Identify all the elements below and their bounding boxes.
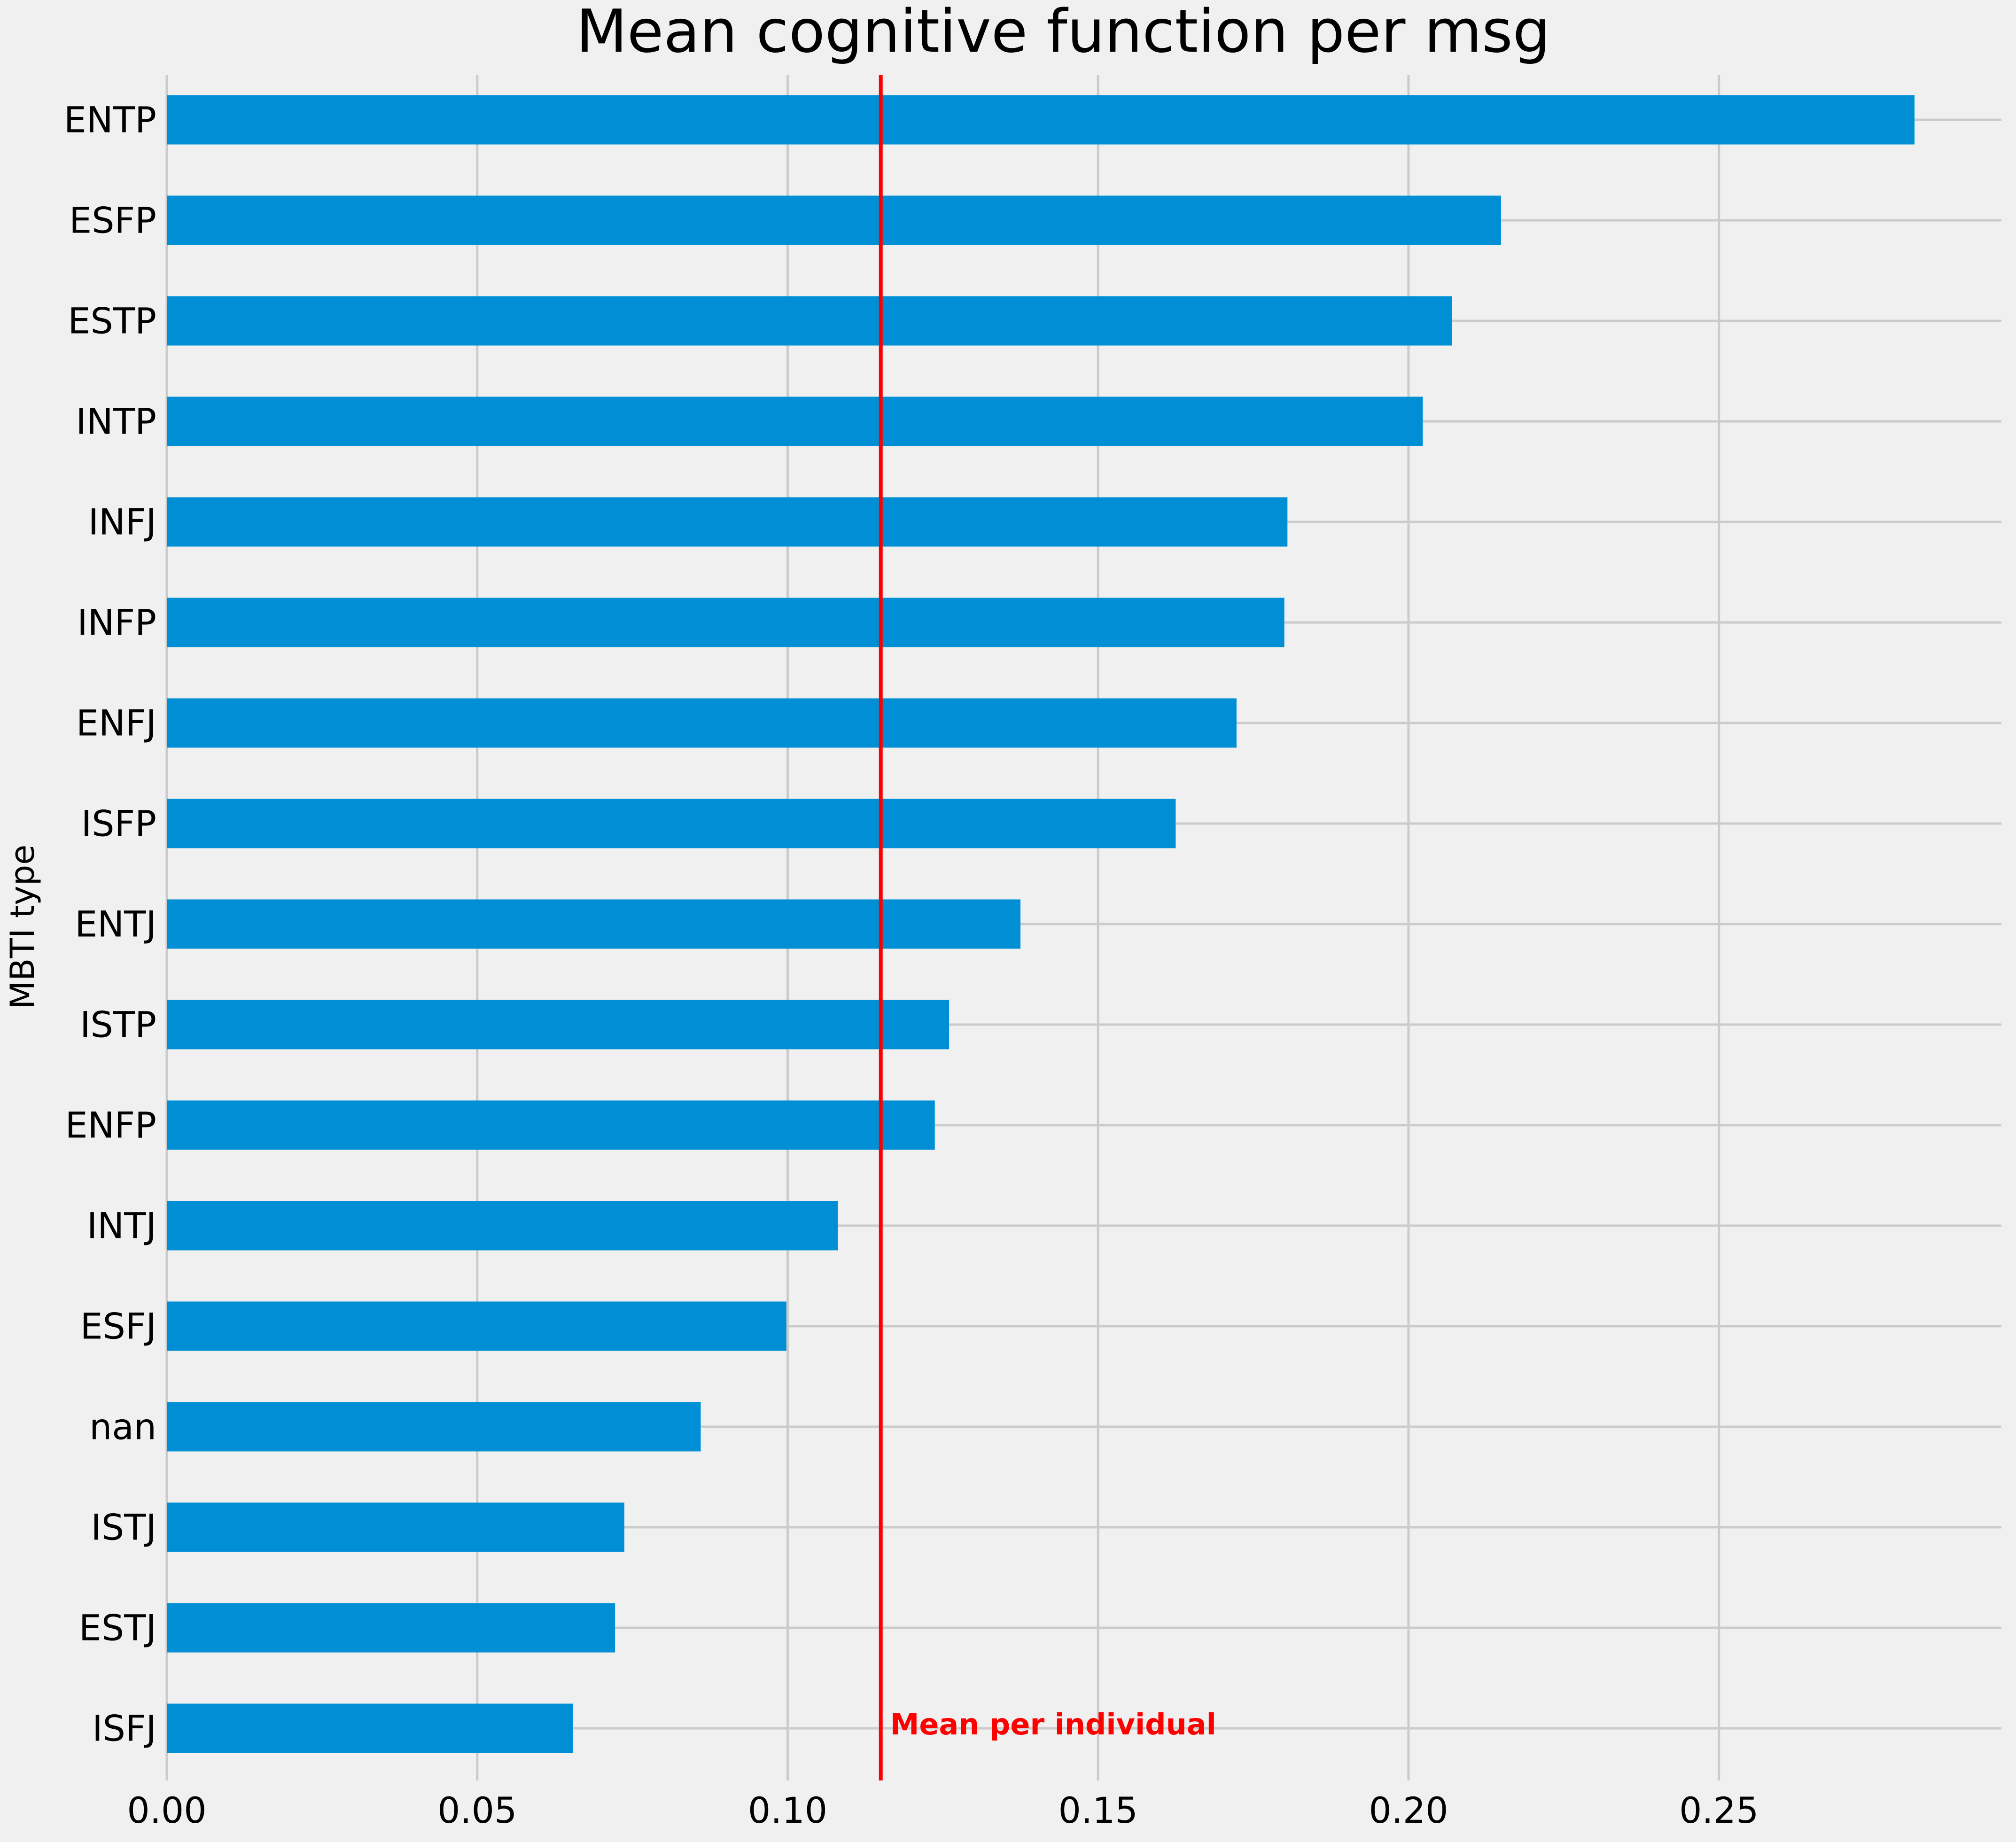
y-tick-labels: ENTP ESFP ESTP INTP INFJ INFP ENFJ ISFP ENTJ ISTP… (64, 99, 156, 1749)
x-tick-labels: 0.00 0.05 0.10 0.15 0.20 0.25 (127, 1789, 1759, 1831)
bar-estp (167, 296, 1452, 346)
y-tick-label: ESFP (69, 200, 156, 241)
y-tick-label: ISTJ (91, 1507, 157, 1548)
x-tick-label: 0.05 (437, 1789, 517, 1831)
bar-infj (167, 497, 1288, 547)
y-tick-label: nan (89, 1406, 156, 1448)
y-tick-label: ENTJ (75, 903, 156, 945)
bar-esfj (167, 1301, 786, 1351)
bar-istp (167, 1000, 950, 1049)
y-axis-label: MBTI type (3, 845, 42, 1009)
chart-title: Mean cognitive function per msg (576, 0, 1550, 66)
bar-entj (167, 899, 1021, 949)
bar-estj (167, 1603, 615, 1653)
bar-intj (167, 1201, 838, 1251)
bar-nan (167, 1402, 701, 1452)
x-tick-label: 0.15 (1059, 1789, 1138, 1831)
y-tick-label: ISTP (80, 1004, 156, 1046)
y-tick-label: ESFJ (80, 1306, 156, 1347)
y-tick-label: ISFP (81, 803, 156, 845)
y-tick-label: ESTJ (79, 1607, 156, 1649)
bars (167, 95, 1915, 1753)
reference-line-label: Mean per individual (890, 1707, 1216, 1741)
x-tick-label: 0.10 (748, 1789, 827, 1831)
bar-enfp (167, 1100, 935, 1150)
bar-entp (167, 95, 1915, 145)
y-tick-label: INFJ (88, 501, 156, 543)
y-tick-label: INFP (77, 602, 156, 644)
y-tick-label: INTP (76, 401, 156, 443)
bar-isfj (167, 1703, 573, 1753)
y-tick-label: ENFJ (76, 702, 156, 744)
bar-esfp (167, 195, 1501, 245)
y-tick-label: INTJ (87, 1205, 156, 1247)
bar-isfp (167, 799, 1176, 848)
y-tick-label: ENTP (64, 99, 156, 141)
y-tick-label: ESTP (68, 300, 156, 342)
bar-infp (167, 598, 1284, 647)
x-tick-label: 0.20 (1369, 1789, 1448, 1831)
bar-intp (167, 396, 1423, 446)
bar-enfj (167, 698, 1237, 748)
bar-istj (167, 1502, 624, 1552)
x-tick-label: 0.00 (127, 1789, 206, 1831)
y-tick-label: ISFJ (92, 1708, 156, 1749)
x-tick-label: 0.25 (1679, 1789, 1759, 1831)
y-tick-label: ENFP (65, 1104, 156, 1146)
